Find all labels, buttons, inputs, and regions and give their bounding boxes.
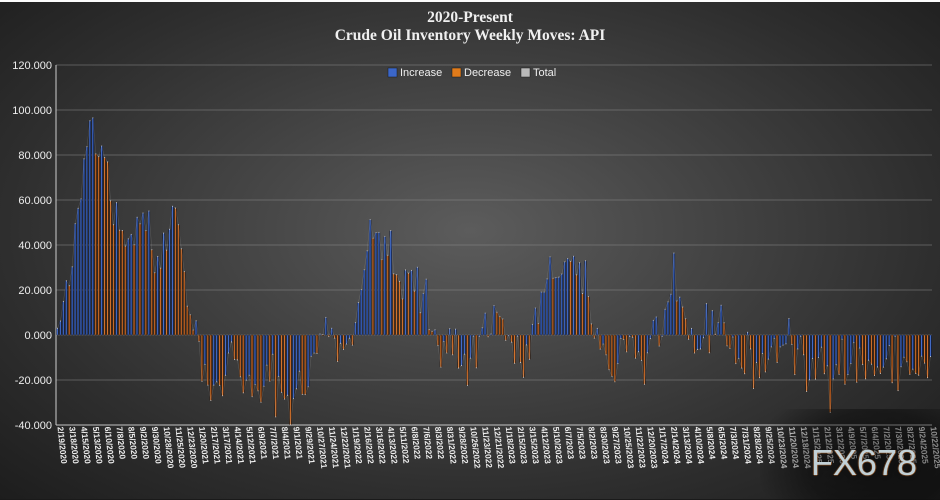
svg-text:8/31/2022: 8/31/2022 <box>445 426 459 464</box>
svg-text:2020-Present: 2020-Present <box>427 9 514 26</box>
svg-text:20.000: 20.000 <box>18 285 52 297</box>
svg-text:Total: Total <box>533 67 556 79</box>
svg-text:80.000: 80.000 <box>18 150 52 162</box>
svg-text:60.000: 60.000 <box>18 195 52 207</box>
svg-text:7/31/2024: 7/31/2024 <box>740 426 754 464</box>
svg-text:120.000: 120.000 <box>12 60 52 72</box>
svg-text:9/30/2020: 9/30/2020 <box>150 426 164 464</box>
svg-text:Crude Oil Inventory Weekly Mov: Crude Oil Inventory Weekly Moves: API <box>335 27 606 44</box>
svg-text:8/30/2023: 8/30/2023 <box>598 426 612 464</box>
svg-text:2/19/2020: 2/19/2020 <box>55 426 69 464</box>
svg-text:-40.000: -40.000 <box>15 420 52 432</box>
svg-text:100.000: 100.000 <box>12 105 52 117</box>
svg-text:Decrease: Decrease <box>464 67 511 79</box>
svg-text:40.000: 40.000 <box>18 240 52 252</box>
svg-text:0.000: 0.000 <box>24 330 52 342</box>
svg-text:Increase: Increase <box>400 67 442 79</box>
svg-text:9/29/2021: 9/29/2021 <box>303 426 317 464</box>
svg-text:-20.000: -20.000 <box>15 375 52 387</box>
